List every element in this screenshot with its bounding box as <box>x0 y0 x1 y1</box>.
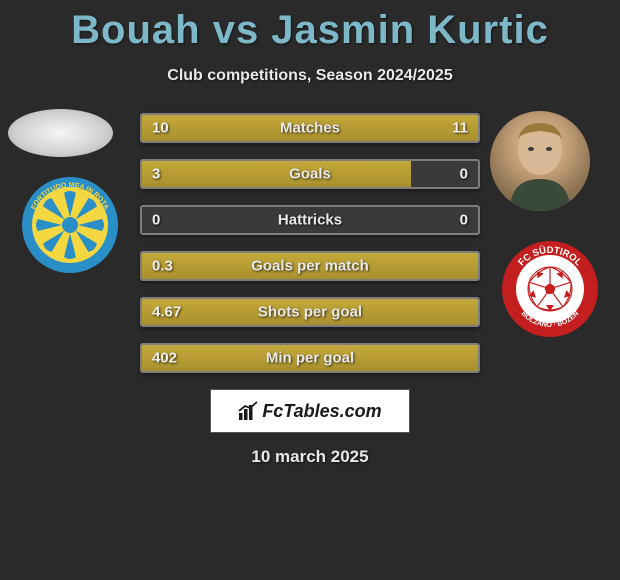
stat-value-left: 4.67 <box>152 304 181 321</box>
stat-label: Min per goal <box>266 350 354 367</box>
stat-row: 0.3 Goals per match <box>140 251 480 281</box>
stat-value-left: 0.3 <box>152 258 173 275</box>
stat-label: Matches <box>280 120 340 137</box>
stat-value-right: 0 <box>460 212 468 229</box>
stat-row: 3 Goals 0 <box>140 159 480 189</box>
stat-label: Goals per match <box>251 258 369 275</box>
club-badge-right: FC SÜDTIROL BOLZANO · BOZEN <box>500 239 600 339</box>
stat-row: 4.67 Shots per goal <box>140 297 480 327</box>
comparison-content: FORTITUDO MEA IN ROTA <box>0 113 620 467</box>
stat-label: Goals <box>289 166 331 183</box>
stat-value-right: 11 <box>452 120 468 137</box>
comparison-title: Bouah vs Jasmin Kurtic <box>0 0 620 53</box>
stat-bar-left <box>142 161 411 187</box>
watermark-text: FcTables.com <box>262 401 381 422</box>
stat-bars: 10 Matches 11 3 Goals 0 0 Hattricks 0 0.3 Goals pe… <box>140 113 480 373</box>
club-badge-left: FORTITUDO MEA IN ROTA <box>20 175 120 275</box>
stat-value-right: 0 <box>460 166 468 183</box>
stat-label: Shots per goal <box>258 304 362 321</box>
player-left-avatar <box>8 109 113 157</box>
stat-label: Hattricks <box>278 212 342 229</box>
player-right-avatar <box>490 111 590 211</box>
chart-icon <box>238 401 258 421</box>
watermark: FcTables.com <box>210 389 410 433</box>
stat-value-left: 0 <box>152 212 160 229</box>
comparison-date: 10 march 2025 <box>0 447 620 467</box>
stat-value-left: 402 <box>152 350 177 367</box>
stat-row: 402 Min per goal <box>140 343 480 373</box>
stat-value-left: 10 <box>152 120 169 137</box>
comparison-subtitle: Club competitions, Season 2024/2025 <box>0 67 620 85</box>
stat-row: 10 Matches 11 <box>140 113 480 143</box>
stat-row: 0 Hattricks 0 <box>140 205 480 235</box>
stat-value-left: 3 <box>152 166 160 183</box>
